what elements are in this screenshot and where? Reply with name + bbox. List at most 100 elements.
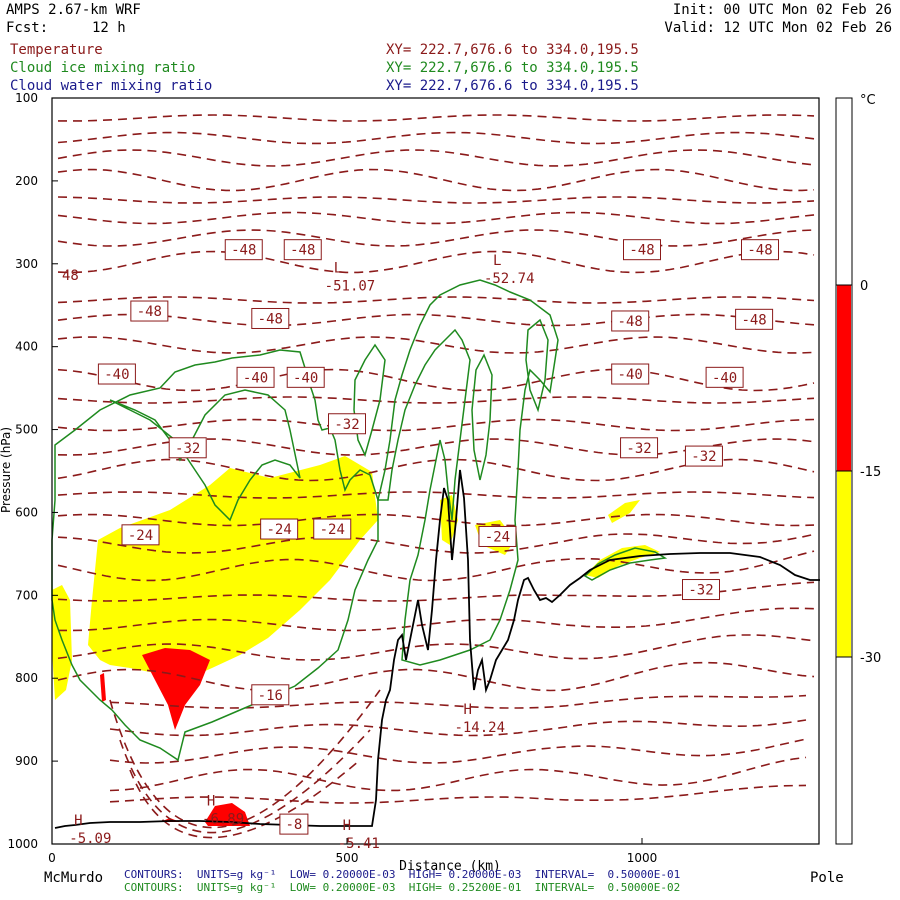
isotherm-line — [57, 491, 815, 499]
temperature-isotherms — [57, 114, 815, 839]
x-tick-label: 0 — [48, 851, 56, 865]
contour-label: -24 — [121, 524, 160, 546]
contour-label: -40 — [611, 363, 650, 385]
svg-text:-24: -24 — [320, 522, 345, 538]
shade-red-sliver — [100, 673, 106, 702]
extremum-type: H — [343, 818, 351, 834]
isotherm-line — [57, 296, 815, 304]
x-tick-label: 1000 — [627, 851, 658, 865]
field-ice-name: Cloud ice mixing ratio — [10, 60, 196, 76]
svg-text:-32: -32 — [688, 583, 713, 599]
y-tick-label: 800 — [15, 671, 38, 685]
svg-text:-32: -32 — [175, 441, 200, 457]
field-water-xy: XY= 222.7,676.6 to 334.0,195.5 — [386, 78, 639, 94]
contour-label: -48 — [735, 308, 774, 330]
y-tick-label: 200 — [15, 174, 38, 188]
isotherm-line — [109, 719, 807, 737]
terrain-profile — [54, 469, 820, 829]
colorbar-band-yellow — [837, 471, 851, 657]
svg-text:-24: -24 — [485, 529, 510, 545]
extremum-marker: H -14.24 — [454, 702, 505, 736]
svg-text:-48: -48 — [747, 243, 772, 259]
isotherm-line — [57, 250, 815, 274]
isotherm-line — [109, 689, 381, 829]
field-temperature-name: Temperature — [10, 42, 103, 58]
colorbar-tick-0: 0 — [860, 279, 868, 294]
contour-label: -40 — [236, 366, 275, 388]
svg-text:-48: -48 — [231, 243, 256, 259]
y-tick-label: 900 — [15, 754, 38, 768]
y-tick-label: 500 — [15, 423, 38, 437]
section-end-label: Pole — [810, 870, 844, 886]
svg-text:-40: -40 — [104, 367, 129, 383]
svg-text:-40: -40 — [293, 370, 318, 386]
isotherm-line — [109, 738, 807, 764]
isotherm-line — [57, 196, 815, 204]
isotherm-line — [57, 336, 815, 354]
y-tick-label: 1000 — [7, 837, 38, 851]
extremum-value: -52.74 — [484, 271, 535, 287]
contour-label: -32 — [168, 437, 207, 459]
contours-water-info: CONTOURS: UNITS=g kg⁻¹ LOW= 0.20000E-03 … — [124, 868, 681, 881]
contour-label: -32 — [682, 579, 720, 601]
colorbar-tick-1: -15 — [860, 465, 881, 480]
contour-label: -32 — [328, 413, 366, 435]
colorbar: °C 0 -15 -30 — [835, 93, 881, 845]
isotherm-line — [57, 168, 815, 192]
contours-ice-info: CONTOURS: UNITS=g kg⁻¹ LOW= 0.20000E-03 … — [124, 881, 681, 894]
y-axis-title: Pressure (hPa) — [0, 427, 13, 513]
x-axis: 0 500 1000 — [48, 838, 657, 865]
field-ice-xy: XY= 222.7,676.6 to 334.0,195.5 — [386, 60, 639, 76]
contour-label: -48 — [283, 239, 322, 261]
shade-red-surface — [205, 803, 250, 826]
forecast-hours: 12 h — [92, 20, 126, 36]
svg-text:-32: -32 — [626, 441, 651, 457]
contour-label: -16 — [251, 684, 290, 706]
isotherm-line — [57, 607, 815, 632]
isotherm-line — [109, 784, 807, 804]
contour-label: -24 — [478, 525, 517, 547]
extremum-value: -5.41 — [338, 836, 380, 852]
svg-text:-32: -32 — [334, 417, 359, 433]
isotherm-line — [129, 759, 361, 839]
extremum-value: -14.24 — [454, 720, 505, 736]
edge-contour-label: 48 — [62, 268, 79, 284]
contour-label: -24 — [260, 518, 299, 540]
svg-text:-40: -40 — [712, 370, 737, 386]
contour-labels: -48 -48 -48 -48 -48 -48 -48 -48 -40 -40 -40 -40 -40 -… — [62, 239, 779, 835]
contour-label: -48 — [623, 239, 661, 261]
svg-text:-40: -40 — [618, 367, 643, 383]
model-title: AMPS 2.67-km WRF — [6, 2, 141, 18]
isotherm-line — [57, 634, 815, 661]
svg-text:-48: -48 — [741, 312, 766, 328]
forecast-label: Fcst: — [6, 20, 49, 36]
isotherm-line — [57, 149, 815, 167]
svg-text:-24: -24 — [267, 522, 292, 538]
contour-label: -32 — [620, 437, 659, 459]
contour-label: -32 — [684, 445, 723, 467]
extremum-type: H — [207, 793, 215, 809]
isotherm-line — [57, 533, 815, 554]
svg-text:-24: -24 — [128, 528, 153, 544]
svg-text:-48: -48 — [258, 311, 283, 327]
y-tick-label: 700 — [15, 588, 38, 602]
isotherm-line — [57, 418, 815, 432]
contour-label: -48 — [130, 300, 169, 322]
plot-frame — [51, 97, 820, 845]
extremum-marker: L -52.74 — [484, 253, 535, 287]
colorbar-unit: °C — [860, 93, 876, 108]
y-axis: 100 200 300 400 500 600 700 800 900 1000 — [7, 91, 58, 851]
extremum-marker: L -51.07 — [325, 260, 376, 294]
svg-text:-40: -40 — [243, 370, 268, 386]
shade-red-main — [142, 648, 210, 730]
ice-contour-tower-d — [525, 318, 549, 413]
isotherm-line — [57, 550, 815, 582]
valid-time: Valid: 12 UTC Mon 02 Feb 26 — [664, 20, 892, 36]
x-axis-title: Distance (km) — [399, 859, 501, 874]
isotherm-line — [57, 114, 815, 122]
ice-contour-tower-a — [377, 279, 559, 666]
isotherm-line — [57, 513, 815, 527]
extremum-type: L — [334, 260, 342, 276]
y-tick-label: 400 — [15, 340, 38, 354]
